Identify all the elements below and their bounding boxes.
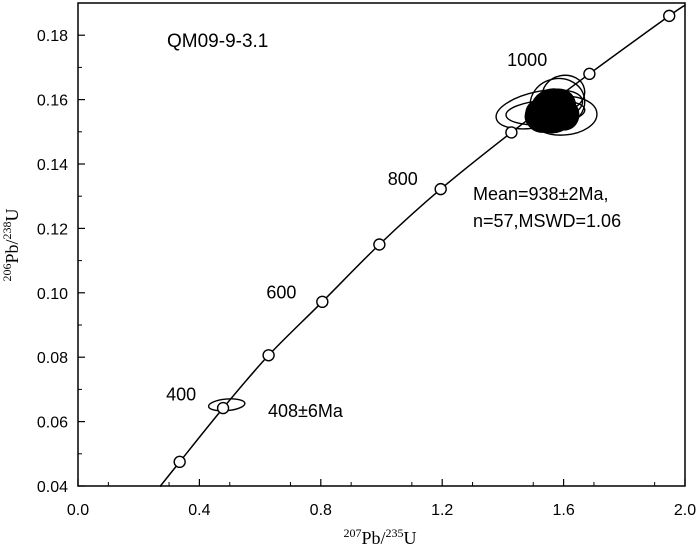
concordia-marker <box>216 401 230 415</box>
error-ellipses <box>207 74 598 412</box>
age-label: 1000 <box>507 50 547 70</box>
x-tick-label: 1.2 <box>431 502 453 519</box>
error-ellipse <box>529 77 586 128</box>
plot-frame <box>77 2 686 487</box>
x-label-main2: U <box>404 528 417 548</box>
x-label-main1: Pb/ <box>361 528 385 548</box>
mswd-annotation: n=57,MSWD=1.06 <box>473 211 621 231</box>
x-tick-label: 0.0 <box>67 502 89 519</box>
concordia-marker <box>173 455 186 469</box>
x-tick-label: 0.4 <box>188 502 210 519</box>
age-label: 600 <box>266 282 296 302</box>
y-tick-label: 0.18 <box>37 28 68 45</box>
x-tick-label: 1.6 <box>552 502 574 519</box>
x-tick-label: 0.8 <box>310 502 332 519</box>
x-label-sup2: 235 <box>386 526 404 540</box>
concordia-marker <box>373 238 386 251</box>
concordia-age-markers <box>173 9 676 469</box>
y-tick-label: 0.14 <box>37 157 68 174</box>
y-tick-label: 0.06 <box>37 415 68 432</box>
y-tick-label: 0.08 <box>37 350 68 367</box>
concordia-marker <box>262 349 275 362</box>
y-tick-label: 0.04 <box>37 479 68 496</box>
y-label-sup2: 238 <box>0 221 14 239</box>
error-ellipse <box>541 74 586 112</box>
concordia-curve <box>159 4 686 488</box>
y-label-main2: U <box>2 208 22 221</box>
concordia-marker <box>505 126 518 139</box>
y-tick-label: 0.16 <box>37 93 68 110</box>
y-tick-label: 0.12 <box>37 221 68 238</box>
age-label: 400 <box>166 385 196 405</box>
x-axis-label: 207Pb/235U <box>343 526 416 548</box>
filled-error-ellipse <box>547 97 580 131</box>
y-label-main1: Pb/ <box>2 239 22 263</box>
mean-age-annotation: Mean=938±2Ma, <box>473 184 608 204</box>
age-label: 800 <box>388 169 418 189</box>
sample-title: QM09-9-3.1 <box>167 31 268 52</box>
error-ellipse <box>505 99 586 126</box>
age-labels: 400 600 800 1000 <box>166 50 547 405</box>
concordia-marker <box>434 182 447 196</box>
y-label-sup1: 206 <box>0 264 14 282</box>
concordia-marker <box>583 67 596 81</box>
x-tick-label: 2.0 <box>674 502 696 519</box>
x-label-sup1: 207 <box>343 526 361 540</box>
concordia-marker <box>663 9 676 23</box>
y-tick-label: 0.10 <box>37 286 68 303</box>
axis-ticks: 0.0 0.4 0.8 1.2 1.6 2.0 0.04 0.06 0.08 0.10 0.12 0.… <box>37 2 696 519</box>
concordia-marker <box>316 295 329 309</box>
y-axis-label: 206Pb/238U <box>0 208 22 281</box>
young-age-annotation: 408±6Ma <box>268 401 344 421</box>
